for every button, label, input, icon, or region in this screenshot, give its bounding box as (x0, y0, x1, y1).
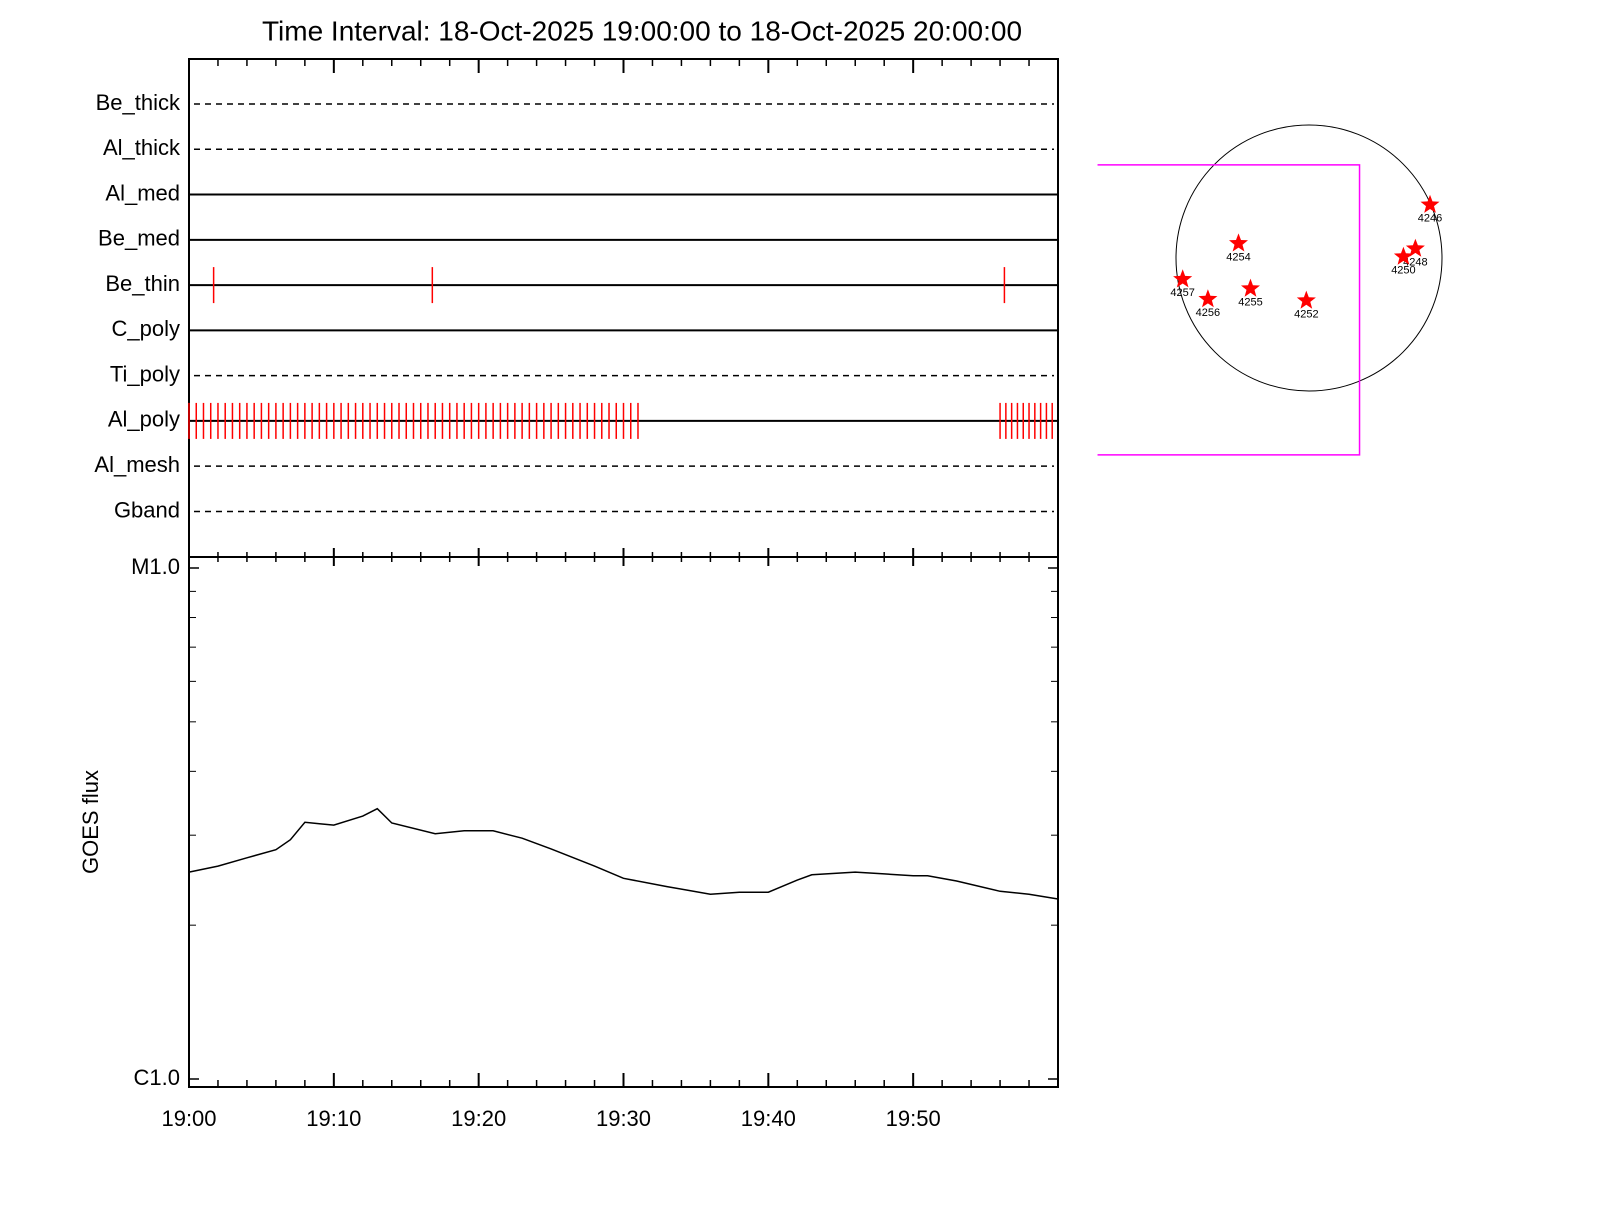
region-star (1198, 289, 1218, 308)
region-star (1296, 290, 1316, 309)
filter-label: C_poly (112, 316, 180, 341)
goes-line (188, 807, 1059, 900)
x-tick-label: 19:10 (306, 1106, 361, 1131)
filter-label: Ti_poly (110, 361, 180, 386)
solar-disk (1175, 124, 1443, 392)
region-star (1173, 269, 1193, 288)
x-tick-label: 19:20 (451, 1106, 506, 1131)
region-star (1393, 246, 1413, 265)
timeline-frame (188, 58, 1059, 558)
region-label: 4257 (1170, 287, 1194, 299)
filter-label: Gband (114, 497, 180, 522)
region-star (1241, 278, 1260, 297)
goes-frame (188, 556, 1059, 1088)
region-star (1420, 194, 1440, 213)
region-label: 4256 (1196, 307, 1220, 319)
region-star (1229, 233, 1248, 252)
y-tick-label: C1.0 (134, 1065, 180, 1090)
filter-label: Be_thin (105, 271, 180, 296)
filter-label: Be_thick (96, 90, 181, 115)
filter-label: Al_med (105, 180, 180, 205)
field-of-view (1097, 164, 1361, 456)
y-tick-label: M1.0 (131, 554, 180, 579)
filter-label: Al_thick (103, 135, 181, 160)
filter-label: Be_med (98, 226, 180, 251)
x-tick-label: 19:30 (596, 1106, 651, 1131)
x-tick-label: 19:00 (161, 1106, 216, 1131)
x-tick-label: 19:50 (886, 1106, 941, 1131)
region-label: 4250 (1391, 265, 1415, 277)
chart-title: Time Interval: 18-Oct-2025 19:00:00 to 1… (262, 15, 1022, 46)
x-tick-label: 19:40 (741, 1106, 796, 1131)
filter-label: Al_mesh (94, 452, 180, 477)
y-axis-label: GOES flux (78, 770, 103, 874)
filter-label: Al_poly (108, 407, 180, 432)
region-label: 4255 (1238, 296, 1262, 308)
region-label: 4254 (1226, 251, 1250, 263)
region-label: 4246 (1418, 213, 1442, 225)
region-label: 4248 (1403, 257, 1427, 269)
region-star (1405, 238, 1425, 257)
region-label: 4252 (1294, 308, 1318, 320)
